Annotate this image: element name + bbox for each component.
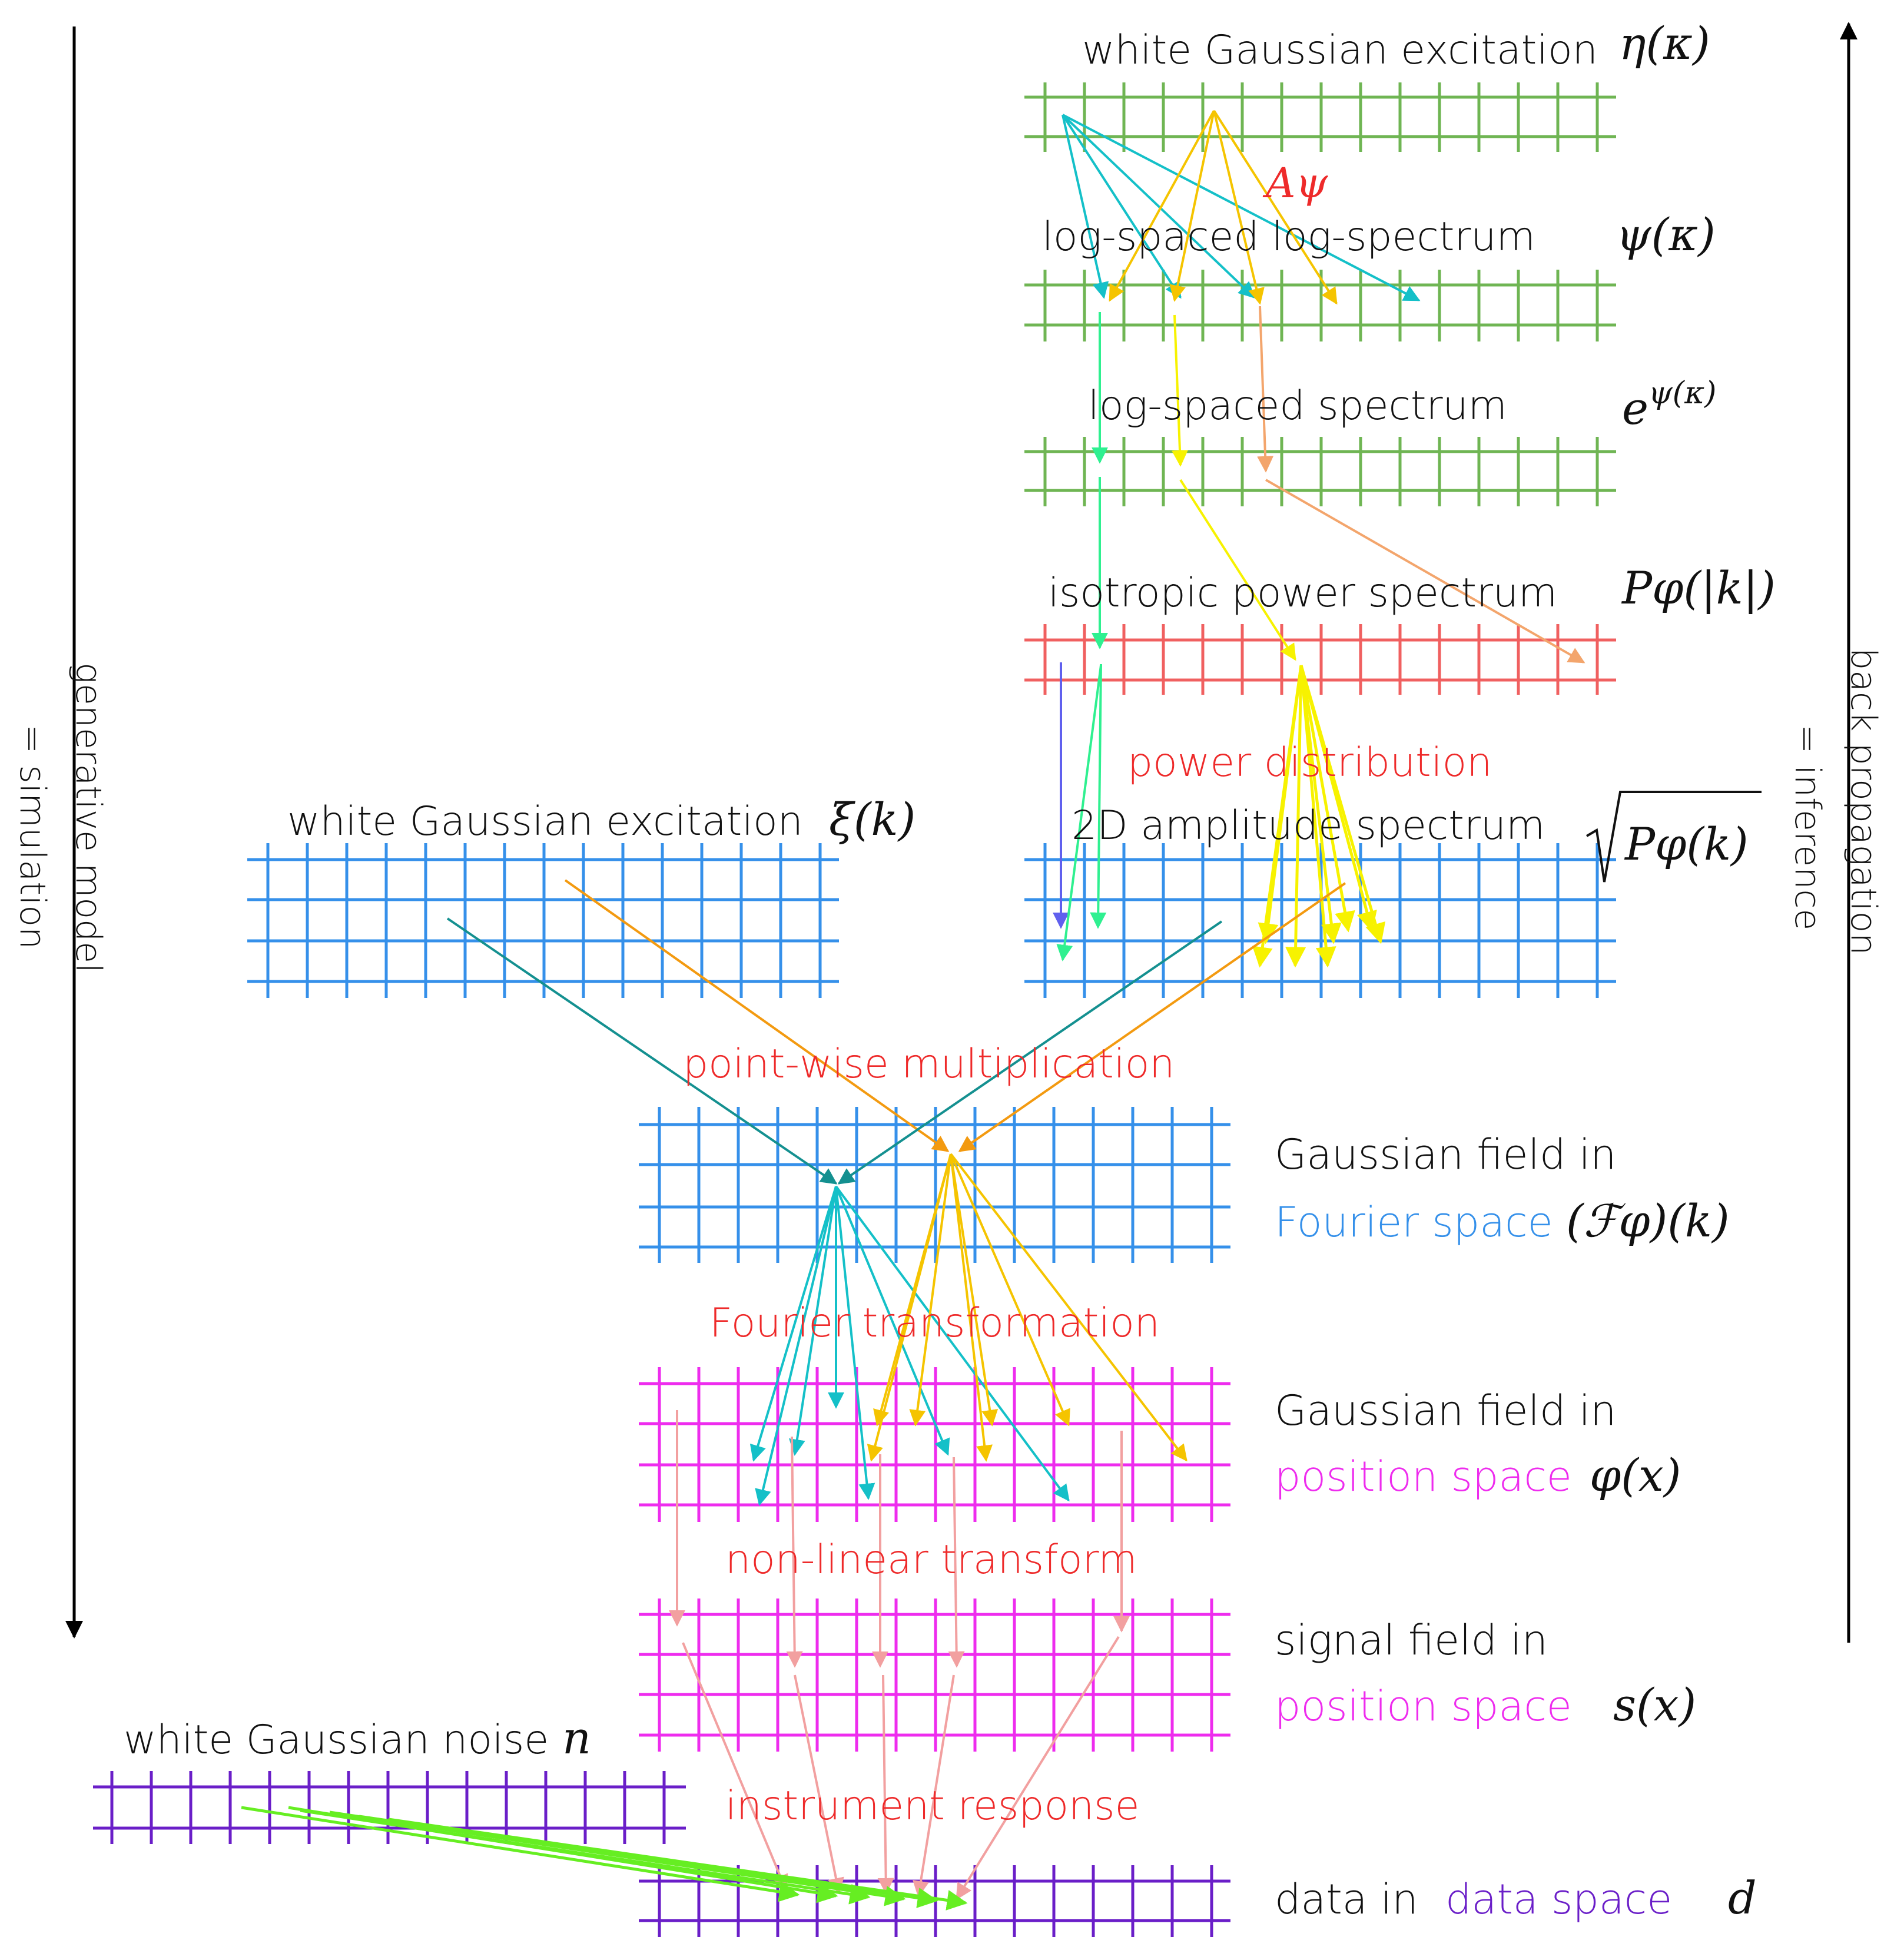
generative-model-label: generative model (68, 662, 109, 973)
flow-arrow (837, 920, 1223, 1185)
flow-arrow (958, 882, 1346, 1152)
position-space-label: position space (1275, 1452, 1572, 1501)
flow-arrow (1179, 479, 1296, 661)
flow-arrow (1062, 114, 1256, 299)
flow-arrow (835, 1186, 950, 1456)
flow-arrow (913, 1674, 955, 1898)
flow-arrow (1285, 665, 1306, 968)
power-distribution-operator: power distribution (1127, 739, 1492, 786)
flow-arrow (1172, 314, 1189, 467)
power-spectrum-grid-label: isotropic power spectrum (1048, 570, 1557, 616)
flow-arrow (755, 1186, 837, 1506)
exp-math-base: e (1622, 382, 1648, 435)
noise-grid (93, 1771, 686, 1844)
flow-arrow (788, 1186, 837, 1456)
position-field-label: Gaussian field in (1275, 1387, 1617, 1435)
flow-arrow (877, 1674, 894, 1895)
flow-arrow (1299, 665, 1355, 933)
flow-arrow (682, 1642, 788, 1892)
signal-field-math: s(x) (1613, 1679, 1696, 1731)
psi-grid-label: log-spaced log-spectrum (1042, 214, 1535, 260)
a-psi-operator: Aψ (1262, 159, 1329, 207)
flow-arrow (1258, 665, 1303, 944)
flow-arrow (1062, 114, 1421, 301)
flow-arrow (950, 1153, 993, 1462)
flow-arrow (1062, 114, 1109, 299)
fourier-transformation-operator: Fourier transformation (709, 1300, 1160, 1347)
flow-arrow (835, 1186, 875, 1500)
exp-grid (1024, 437, 1616, 506)
xi-math: ξ(k) (829, 793, 915, 845)
signal-field-label: signal field in (1275, 1616, 1548, 1664)
position-field-grid (639, 1367, 1230, 1522)
flow-arrow (867, 1153, 952, 1462)
flow-arrow (956, 1636, 1120, 1901)
fourier-field-math: (ℱφ)(k) (1566, 1195, 1730, 1247)
flow-arrow (909, 1153, 952, 1427)
flow-arrow (241, 1806, 800, 1902)
flow-arrow (1213, 110, 1338, 305)
fourier-space-label: Fourier space (1275, 1198, 1553, 1246)
data-math: d (1728, 1872, 1757, 1924)
position-field-math: φ(x) (1590, 1449, 1681, 1501)
flow-arrow (950, 1153, 999, 1427)
simulation-label: = simulation (12, 724, 53, 949)
flow-arrow (950, 1153, 1070, 1427)
xi-grid (247, 843, 839, 998)
flow-arrow (1265, 479, 1585, 664)
flow-arrow (300, 1809, 871, 1905)
signal-field-grid (639, 1599, 1230, 1752)
sqrt-sign (1585, 791, 1762, 883)
flow-arrow (749, 1186, 837, 1462)
nonlinear-transform-operator: non-linear transform (725, 1537, 1137, 1583)
eta-math: η(κ) (1619, 17, 1710, 69)
flow-arrow (950, 1153, 1187, 1462)
inference-label: = inference (1787, 724, 1828, 930)
instrument-response-operator: instrument response (725, 1783, 1139, 1829)
psi-grid (1024, 270, 1616, 341)
noise-grid-label: white Gaussian noise (124, 1717, 549, 1763)
flow-arrow (1056, 665, 1102, 961)
labels: white Gaussian excitation η(κ) Aψ log-sp… (124, 17, 1776, 1924)
power-spectrum-math: Pφ(|k|) (1621, 562, 1776, 614)
flow-arrow (1257, 306, 1274, 473)
amplitude-spectrum-math: Pφ(k) (1624, 818, 1749, 870)
flow-arrow (564, 879, 950, 1152)
flow-arrow (1213, 110, 1265, 305)
flow-arrow (1299, 665, 1386, 944)
arrows (241, 110, 1585, 1911)
xi-grid-label: white Gaussian excitation (287, 798, 803, 845)
eta-grid-label: white Gaussian excitation (1082, 27, 1598, 74)
signal-space-label: position space (1275, 1682, 1572, 1730)
exp-grid-label: log-spaced spectrum (1088, 383, 1507, 429)
flow-arrow (786, 1436, 803, 1668)
power-spectrum-grid (1024, 624, 1616, 695)
flow-arrow (1062, 114, 1182, 299)
fourier-field-label: Gaussian field in (1275, 1130, 1617, 1179)
back-propagation-label: back propagation (1843, 648, 1884, 955)
pointwise-multiplication-operator: point-wise multiplication (683, 1041, 1175, 1087)
eta-grid (1024, 82, 1616, 152)
amplitude-spectrum-grid-label: 2D amplitude spectrum (1072, 802, 1545, 849)
flow-arrow (446, 917, 838, 1185)
flow-arrow (1169, 110, 1215, 302)
data-label: data in (1275, 1875, 1418, 1924)
psi-math: ψ(κ) (1616, 208, 1716, 261)
data-space-label: data space (1445, 1875, 1672, 1924)
flow-arrow (794, 1674, 844, 1895)
exp-math-sup: ψ(κ) (1648, 376, 1716, 411)
flow-arrow (388, 1818, 968, 1911)
fourier-field-grid (639, 1107, 1230, 1263)
grids (93, 82, 1616, 1937)
noise-math: n (562, 1712, 591, 1764)
flow-arrow (835, 1185, 1070, 1502)
flow-arrow (1090, 664, 1107, 929)
flow-arrow (948, 1457, 965, 1668)
flow-arrow (1109, 110, 1215, 302)
